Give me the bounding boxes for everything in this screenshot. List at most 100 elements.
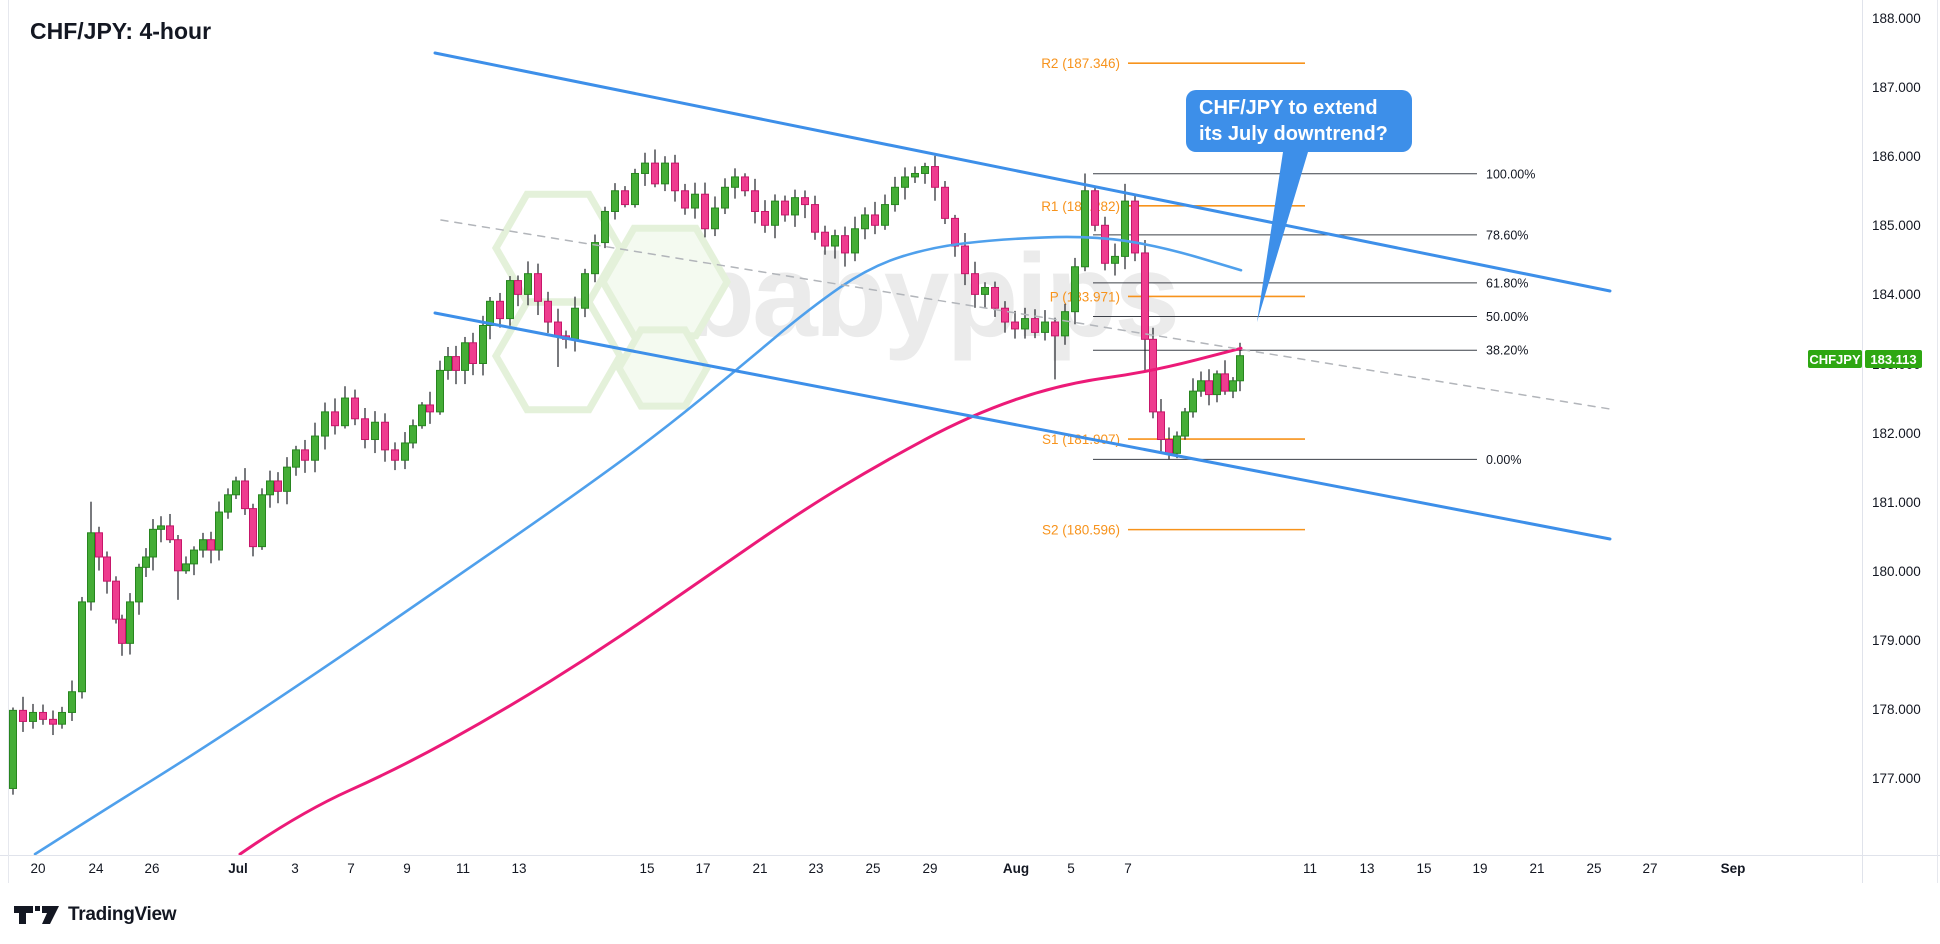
candle xyxy=(224,488,232,519)
candle-body-up xyxy=(78,601,86,693)
callout-line-2: its July downtrend? xyxy=(1199,123,1388,145)
fibonacci-retracement[interactable]: 100.00% 78.60% 61.80% 50.00% 38.20% 0.00% xyxy=(1093,167,1535,467)
price-tick-label: 177.000 xyxy=(1872,771,1921,787)
candle-body-up xyxy=(731,176,739,188)
date-tick-label: 7 xyxy=(1124,861,1132,876)
gray-dashed-trendline[interactable] xyxy=(440,219,1611,410)
candle-body-up xyxy=(126,601,134,644)
tradingview-logo-text: TradingView xyxy=(68,904,177,925)
lower-channel-line[interactable] xyxy=(433,311,1612,541)
candle-body-down xyxy=(554,321,562,337)
candle xyxy=(135,563,143,615)
date-tick-label: 19 xyxy=(1472,861,1488,876)
candle-body-up xyxy=(851,228,859,254)
candle-body-up xyxy=(182,563,190,572)
candle-body-up xyxy=(401,442,409,461)
candle-body-down xyxy=(971,273,979,295)
candle xyxy=(321,402,329,450)
candle-body-down xyxy=(1157,411,1165,441)
candle xyxy=(215,501,223,561)
candle-body-down xyxy=(112,580,120,620)
candle-body-up xyxy=(29,711,37,722)
candle-body-up xyxy=(135,566,143,603)
candle xyxy=(1141,239,1149,371)
candle-body-up xyxy=(258,494,266,548)
candle xyxy=(781,195,789,222)
price-tick-label: 184.000 xyxy=(1872,287,1921,303)
candle-body-up xyxy=(831,235,839,247)
candle-body-down xyxy=(681,190,689,209)
candle-body-up xyxy=(311,435,319,461)
candle xyxy=(941,181,949,225)
candle xyxy=(841,226,849,267)
candle-body-down xyxy=(1131,200,1139,254)
candle xyxy=(524,261,532,306)
axis-separator-vertical xyxy=(1862,0,1863,883)
candle xyxy=(426,391,434,424)
candle-body-up xyxy=(1081,190,1089,268)
candle xyxy=(496,292,504,328)
candle xyxy=(1149,327,1157,419)
candle xyxy=(981,282,989,308)
candle xyxy=(514,275,522,307)
candlestick-series[interactable] xyxy=(9,149,1244,795)
candle-body-down xyxy=(514,280,522,295)
price-tick-label: 185.000 xyxy=(1872,218,1921,234)
candle xyxy=(1001,301,1009,333)
callout-annotation[interactable]: CHF/JPY to extend its July downtrend? xyxy=(1186,90,1412,152)
price-tick-label: 179.000 xyxy=(1872,632,1921,648)
candle xyxy=(1031,309,1039,339)
candle-body-up xyxy=(581,273,589,309)
candle xyxy=(611,183,619,220)
date-tick-label: 11 xyxy=(455,861,470,876)
candle xyxy=(1236,342,1244,392)
ma-slow-pink[interactable] xyxy=(238,346,1243,856)
candle-body-up xyxy=(661,162,669,185)
candle-body-up xyxy=(479,324,487,364)
candle-body-up xyxy=(321,411,329,437)
candle-body-down xyxy=(207,539,215,551)
candle xyxy=(19,696,27,732)
upper-channel-line[interactable] xyxy=(433,51,1612,293)
candle-body-up xyxy=(1111,255,1119,264)
candle-body-down xyxy=(751,190,759,212)
candle xyxy=(761,200,769,233)
ma-fast-blue[interactable] xyxy=(33,235,1243,856)
candle xyxy=(39,704,47,725)
candle-body-up xyxy=(190,549,198,565)
candle-body-down xyxy=(1091,190,1099,226)
date-tick-label: 15 xyxy=(1416,861,1432,876)
candle-body-down xyxy=(951,217,959,247)
candle xyxy=(911,166,919,183)
candle-body-up xyxy=(861,214,869,230)
candle-body-up xyxy=(641,162,649,174)
tradingview-logo[interactable]: TradingView xyxy=(14,903,177,927)
candle-body-down xyxy=(1001,307,1009,323)
candle xyxy=(871,201,879,235)
candle-body-down xyxy=(1051,321,1059,337)
candle-body-down xyxy=(821,231,829,247)
symbol-badge: CHFJPY xyxy=(1808,350,1862,368)
candle xyxy=(1011,310,1019,339)
chart-right-border xyxy=(1937,0,1938,883)
candle-body-up xyxy=(157,525,165,530)
candle xyxy=(274,472,282,504)
candle xyxy=(444,346,452,380)
candle xyxy=(29,703,37,729)
date-tick-label: 3 xyxy=(291,861,299,876)
candle-body-up xyxy=(215,511,223,551)
candle xyxy=(961,233,969,286)
tradingview-logo-icon xyxy=(14,906,59,924)
candle xyxy=(112,576,120,624)
candle-body-down xyxy=(39,711,47,720)
candle xyxy=(301,439,309,473)
date-tick-label: Sep xyxy=(1720,861,1746,876)
candle xyxy=(921,162,929,184)
candle-body-up xyxy=(601,210,609,244)
candle xyxy=(601,206,609,249)
callout-tail[interactable] xyxy=(1257,152,1308,322)
candle-body-down xyxy=(301,449,309,461)
candle xyxy=(801,190,809,219)
